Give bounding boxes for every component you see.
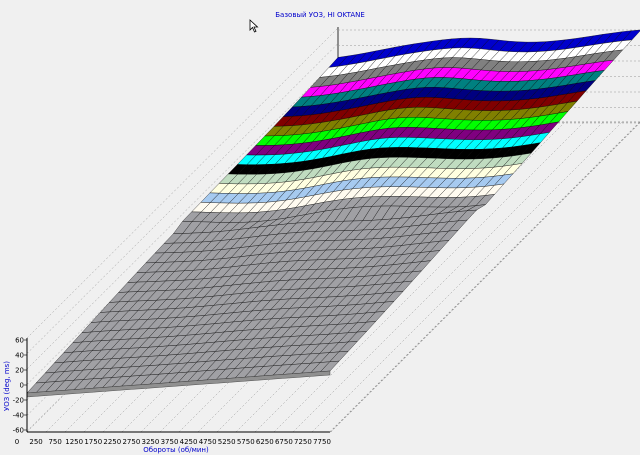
x-tick-label: 5750 xyxy=(237,438,255,446)
x-tick-label: 250 xyxy=(29,438,42,446)
z-tick-label: -40 xyxy=(13,412,24,420)
x-tick-label: 6250 xyxy=(256,438,274,446)
floor-gridline xyxy=(292,120,605,433)
surface-front-edge xyxy=(26,370,331,398)
x-tick-label: 4750 xyxy=(199,438,217,446)
x-tick-label: 4250 xyxy=(180,438,198,446)
x-tick-label: 2250 xyxy=(103,438,121,446)
x-tick-label: 3250 xyxy=(142,438,160,446)
z-axis-title: УОЗ (deg, ms) xyxy=(3,361,11,411)
floor-gridline xyxy=(273,120,586,433)
mouse-pointer-icon xyxy=(249,19,259,33)
x-tick-label: 2750 xyxy=(122,438,140,446)
chart-title: Базовый УОЗ, HI OKTANE xyxy=(275,11,365,19)
x-tick-label: 0 xyxy=(15,438,19,446)
x-tick-label: 6750 xyxy=(275,438,293,446)
z-tick-label: 60 xyxy=(15,337,24,345)
z-tick-label: -20 xyxy=(13,397,24,405)
floor-gridline xyxy=(216,120,529,433)
x-tick-label: 7750 xyxy=(313,438,331,446)
z-tick-label: 40 xyxy=(15,352,24,360)
x-tick-label: 1250 xyxy=(65,438,83,446)
x-tick-label: 5250 xyxy=(218,438,236,446)
floor-gridline xyxy=(235,120,548,433)
x-axis-edge xyxy=(329,121,640,433)
floor-gridline xyxy=(330,122,640,433)
z-tick-label: 0 xyxy=(20,382,24,390)
x-tick-label: 1750 xyxy=(84,438,102,446)
floor-gridline xyxy=(311,120,624,433)
side-wall-gridline xyxy=(26,27,339,339)
x-tick-label: 750 xyxy=(48,438,61,446)
surface-plot xyxy=(26,29,640,398)
z-tick-label: 20 xyxy=(15,367,24,375)
floor-gridline xyxy=(254,120,567,433)
x-tick-label: 3750 xyxy=(161,438,179,446)
x-tick-label: 7250 xyxy=(294,438,312,446)
tick-labels: 0 250 750 1250 1750 2250 2750 3250 3750 4250 4750 5… xyxy=(13,337,331,447)
side-wall-gridline xyxy=(26,43,339,354)
x-axis-title: Обороты (об/мин) xyxy=(143,446,209,454)
z-tick-label: -60 xyxy=(13,427,24,435)
side-wall-gridline xyxy=(26,58,339,370)
